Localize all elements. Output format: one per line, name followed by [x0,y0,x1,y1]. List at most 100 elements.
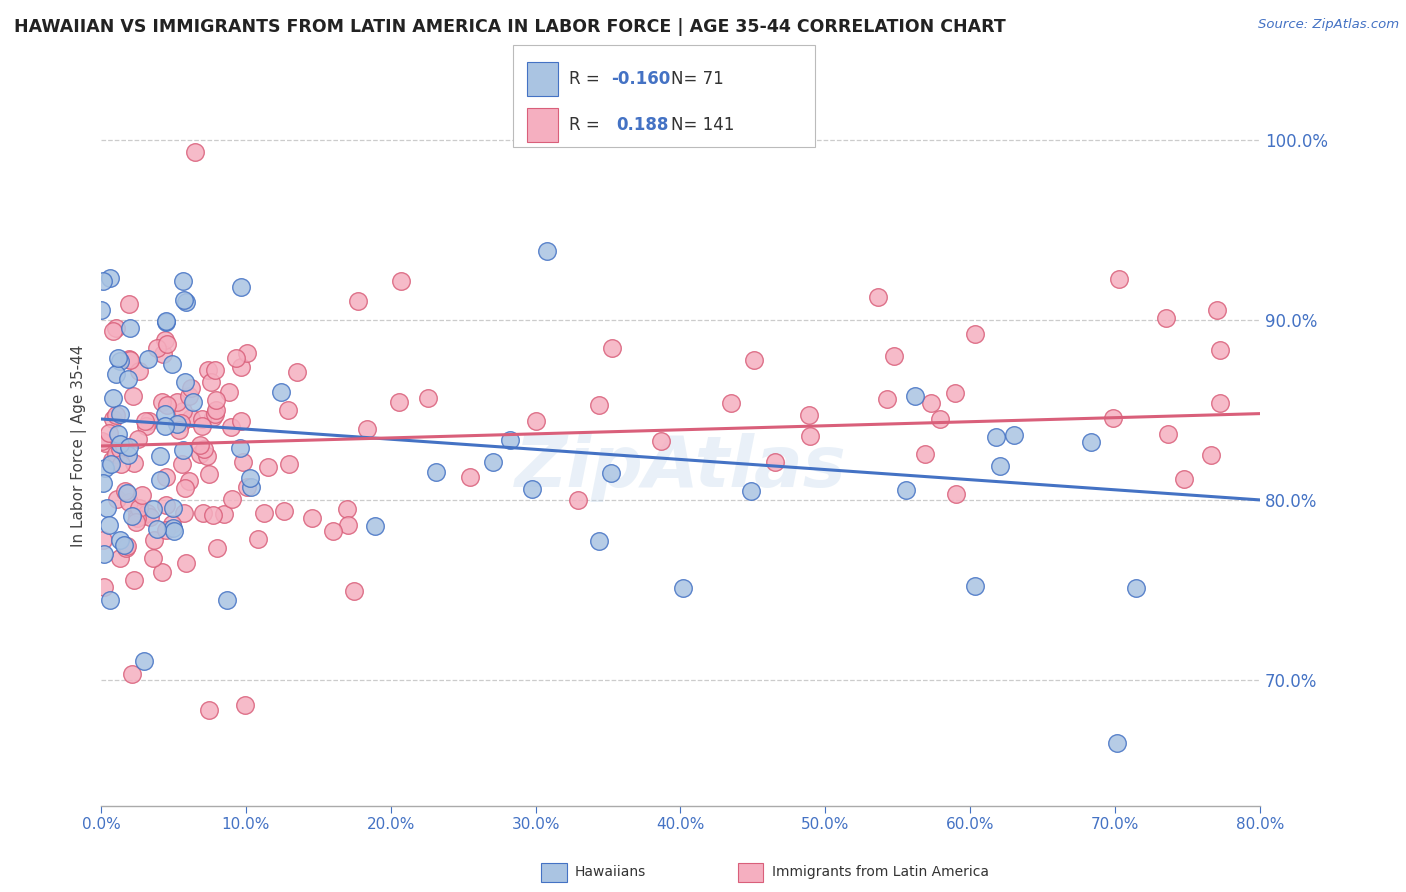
Point [105,367,128,381]
Point [118,352,141,367]
Point [173,481,195,495]
Point [425,465,447,479]
Point [100,453,122,467]
Point [460,470,482,484]
Point [253,506,276,520]
Point [153,419,176,434]
Point [720,396,742,410]
Point [188,447,211,461]
Point [103,411,125,425]
Point [876,392,898,406]
Text: R =: R = [569,70,606,88]
Point [277,457,299,471]
Point [229,279,252,293]
Text: R =: R = [569,116,610,134]
Point [588,534,610,549]
Point [599,466,621,480]
Point [104,447,127,461]
Point [110,407,132,421]
Point [231,455,253,469]
Point [883,349,905,363]
Point [121,509,143,524]
Point [163,524,186,539]
Point [118,297,141,311]
Point [166,395,188,409]
Point [322,524,344,538]
Point [156,398,179,412]
Point [920,396,942,410]
Point [1205,302,1227,317]
Point [229,441,252,455]
Point [247,533,270,547]
Point [122,573,145,587]
Point [183,145,205,160]
Point [150,395,173,409]
Point [588,398,610,412]
Point [1157,426,1180,441]
Point [522,482,544,496]
Text: 0.188: 0.188 [616,116,668,134]
Point [97,425,120,440]
Text: ZipAtlas: ZipAtlas [515,433,846,502]
Point [914,447,936,461]
Point [152,347,174,361]
Point [122,389,145,403]
Point [204,402,226,417]
Point [162,521,184,535]
Point [740,483,762,498]
Point [117,449,139,463]
Point [136,351,159,366]
Y-axis label: In Labor Force | Age 35-44: In Labor Force | Age 35-44 [72,345,87,547]
Point [273,504,295,518]
Point [128,364,150,378]
Point [1199,448,1222,462]
Point [120,321,142,335]
Point [205,392,228,407]
Point [193,442,215,456]
Point [114,541,136,555]
Point [219,419,242,434]
Point [188,438,211,452]
Point [204,362,226,376]
Point [240,480,263,494]
Point [201,508,224,523]
Point [93,548,115,562]
Point [1208,343,1230,358]
Point [112,439,135,453]
Point [482,455,505,469]
Point [416,391,439,405]
Point [93,580,115,594]
Point [172,442,194,457]
Point [1002,428,1025,442]
Point [212,507,235,521]
Point [181,395,204,409]
Point [108,442,131,456]
Point [117,372,139,386]
Point [799,429,821,443]
Point [166,417,188,432]
Point [336,501,359,516]
Point [364,519,387,533]
Point [160,357,183,371]
Point [101,391,124,405]
Point [160,517,183,532]
Point [1125,581,1147,595]
Point [1173,472,1195,486]
Point [122,456,145,470]
Point [108,551,131,566]
Point [100,457,122,471]
Point [162,500,184,515]
Point [114,483,136,498]
Point [173,506,195,520]
Point [191,412,214,426]
Point [146,341,169,355]
Point [198,467,221,481]
Point [107,351,129,366]
Point [98,271,121,285]
Point [118,494,141,508]
Point [150,565,173,579]
Point [388,395,411,409]
Point [200,376,222,390]
Point [225,351,247,366]
Point [256,460,278,475]
